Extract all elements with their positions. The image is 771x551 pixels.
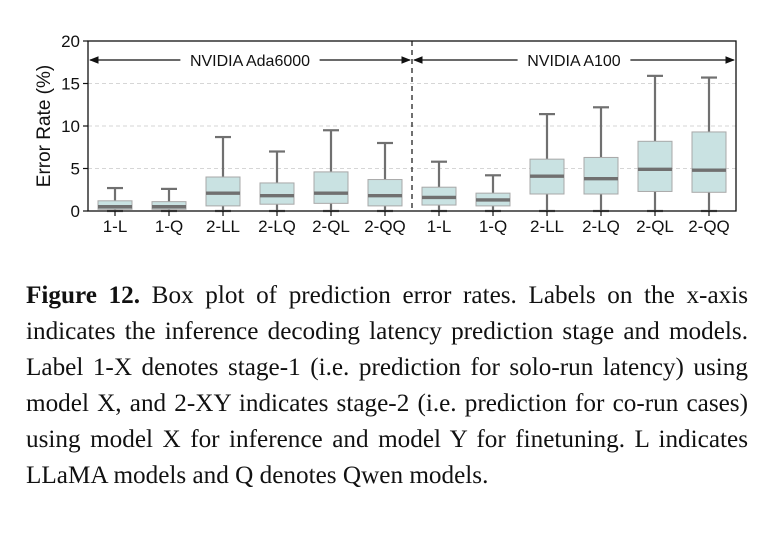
x-tick-label: 2-QQ bbox=[688, 217, 730, 236]
caption-text: Box plot of prediction error rates. Labe… bbox=[26, 282, 749, 489]
box-nvidia-a100-2-ll bbox=[529, 112, 565, 213]
x-tick-label: 1-L bbox=[103, 217, 128, 236]
x-tick-label: 2-LL bbox=[530, 217, 564, 236]
box-nvidia-ada6000-2-ll bbox=[205, 135, 241, 213]
box-plot-chart: 0 5 10 15 20 1-L 1-Q 2-LL 2-LQ 2-QL 2-QQ 1-L 1-Q 2-LL… bbox=[34, 32, 737, 236]
box-nvidia-ada6000-2-ql bbox=[313, 129, 349, 213]
group-label: NVIDIA Ada6000 bbox=[190, 53, 310, 70]
group-label: NVIDIA A100 bbox=[527, 53, 620, 70]
x-tick-label: 2-QQ bbox=[364, 217, 406, 236]
caption-label: Figure 12. bbox=[26, 282, 141, 309]
x-tick-label: 1-L bbox=[427, 217, 452, 236]
box-nvidia-ada6000-1-l bbox=[97, 186, 133, 213]
y-tick-label: 5 bbox=[71, 160, 80, 179]
y-axis-label: Error Rate (%) bbox=[34, 65, 55, 187]
box-nvidia-ada6000-2-lq bbox=[259, 150, 295, 213]
y-tick-label: 0 bbox=[71, 202, 80, 221]
box-nvidia-a100-1-l bbox=[421, 160, 457, 213]
y-tick-label: 20 bbox=[61, 32, 80, 51]
box-iqr bbox=[583, 156, 619, 195]
x-tick-label: 2-QL bbox=[312, 217, 350, 236]
box-iqr bbox=[367, 179, 403, 207]
box-iqr bbox=[313, 171, 349, 204]
x-tick-label: 2-QL bbox=[636, 217, 674, 236]
x-tick-label: 2-LL bbox=[206, 217, 240, 236]
x-tick-label: 2-LQ bbox=[258, 217, 296, 236]
box-nvidia-a100-2-qq bbox=[691, 76, 727, 213]
box-nvidia-a100-2-ql bbox=[637, 74, 673, 213]
box-nvidia-ada6000-2-qq bbox=[367, 141, 403, 213]
box-nvidia-a100-2-lq bbox=[583, 106, 619, 213]
y-tick-label: 10 bbox=[61, 117, 80, 136]
x-tick-label: 1-Q bbox=[479, 217, 507, 236]
y-tick-label: 15 bbox=[61, 75, 80, 94]
x-tick-label: 2-LQ bbox=[582, 217, 620, 236]
box-iqr bbox=[259, 182, 295, 205]
box-nvidia-ada6000-1-q bbox=[151, 187, 187, 213]
box-iqr bbox=[637, 140, 673, 192]
box-iqr bbox=[691, 131, 727, 193]
box-nvidia-a100-1-q bbox=[475, 174, 511, 213]
x-tick-label: 1-Q bbox=[155, 217, 183, 236]
figure-caption: Figure 12. Box plot of prediction error … bbox=[26, 278, 748, 494]
